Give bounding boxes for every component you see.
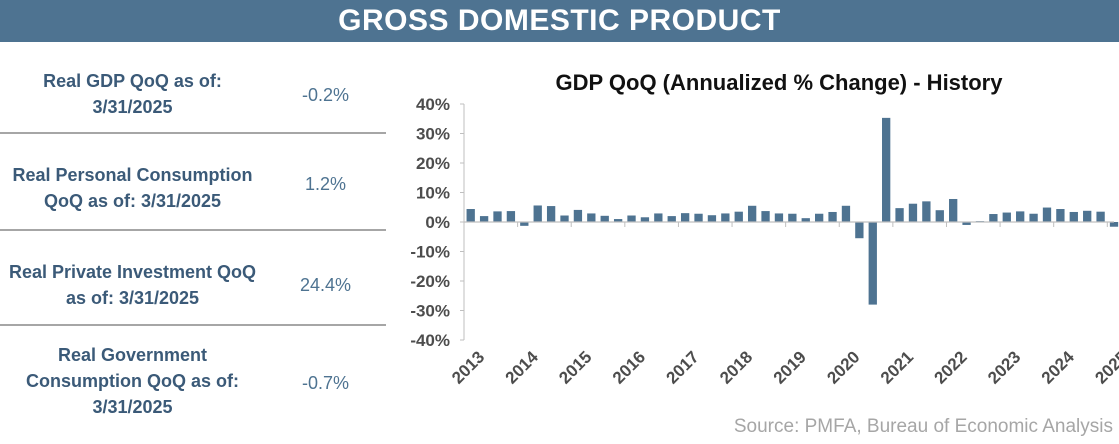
bar-2023-q3: [1029, 213, 1038, 222]
bar-2023-q4: [1042, 207, 1052, 222]
bar-2016-q2: [640, 217, 650, 222]
bar-2022-q2: [962, 222, 971, 225]
bar-2014-q2: [533, 205, 542, 222]
bar-2013-q2: [479, 216, 489, 222]
y-tick-label: 0%: [425, 213, 450, 232]
bar-2024-q1: [1056, 209, 1065, 222]
bar-2019-q1: [788, 213, 797, 222]
y-tick-label: -20%: [410, 272, 450, 291]
bar-2020-q2: [855, 222, 864, 239]
bar-2019-q2: [801, 218, 810, 222]
bar-2021-q4: [935, 210, 944, 222]
bar-2018-q1: [734, 211, 743, 222]
page-banner: GROSS DOMESTIC PRODUCT: [0, 0, 1119, 42]
chart-title: GDP QoQ (Annualized % Change) - History: [556, 70, 1004, 95]
bar-2023-q2: [1016, 211, 1025, 222]
bar-2025-q1: [1109, 222, 1119, 227]
metric-label: Real Personal Consumption QoQ as of: 3/3…: [12, 165, 253, 211]
x-tick-label: 2015: [555, 347, 595, 387]
metric-value: 1.2%: [304, 174, 347, 194]
metric-value: -0.2%: [301, 85, 350, 105]
bar-2020-q4: [882, 117, 891, 222]
bar-2015-q4: [613, 219, 623, 222]
bar-2014-q1: [520, 222, 529, 226]
y-tick-label: 10%: [416, 184, 450, 203]
bar-2013-q4: [506, 211, 516, 222]
bar-2024-q2: [1069, 211, 1078, 222]
y-tick-label: 20%: [416, 154, 450, 173]
bar-2019-q3: [815, 213, 824, 222]
x-tick-label: 2014: [502, 347, 543, 388]
metric-real-private-investment: Real Private Investment QoQ as of: 3/31/…: [0, 231, 386, 326]
bar-2018-q2: [747, 205, 757, 222]
bar-2017-q3: [707, 215, 717, 222]
bar-2016-q3: [654, 213, 663, 222]
bar-2021-q2: [908, 203, 918, 222]
metric-label: Real GDP QoQ as of: 3/31/2025: [43, 71, 222, 117]
x-tick-label: 2013: [448, 347, 488, 387]
y-tick-label: 40%: [416, 95, 450, 114]
metric-label: Real Private Investment QoQ as of: 3/31/…: [8, 262, 257, 308]
x-tick-label: 2022: [931, 347, 971, 387]
y-tick-label: -40%: [410, 331, 450, 350]
bar-2014-q3: [546, 206, 556, 222]
bar-2014-q4: [560, 215, 569, 222]
x-tick-label: 2021: [877, 347, 917, 387]
bar-2024-q3: [1083, 210, 1092, 222]
bar-2015-q3: [600, 215, 609, 222]
source-note: Source: PMFA, Bureau of Economic Analysi…: [733, 416, 1113, 437]
x-tick-label: 2019: [770, 347, 810, 387]
x-tick-label: 2024: [1038, 347, 1079, 388]
bar-2021-q3: [922, 201, 931, 222]
metric-real-government-consumption: Real Government Consumption QoQ as of: 3…: [0, 326, 386, 442]
y-tick-label: -10%: [410, 243, 450, 262]
bar-2016-q4: [667, 216, 676, 222]
bar-2013-q3: [493, 211, 502, 222]
y-tick-label: -30%: [410, 302, 450, 321]
bar-2017-q1: [680, 213, 690, 222]
x-axis: 2013 2014 2015 2016 2017 2018 2019 2020 2021 2022…: [448, 221, 1119, 388]
x-tick-label: 2025: [1091, 347, 1119, 387]
bar-2022-q4: [989, 214, 998, 222]
gdp-history-chart: GDP QoQ (Annualized % Change) - History …: [410, 70, 1119, 388]
metric-real-gdp: Real GDP QoQ as of: 3/31/2025 -0.2%: [0, 42, 386, 134]
y-axis: 40% 30% 20% 10% 0% -10% -20% -30% -40%: [410, 95, 465, 350]
bar-2015-q2: [587, 213, 596, 222]
x-tick-label: 2020: [823, 347, 863, 387]
bar-2013-q1: [466, 209, 475, 222]
bar-2020-q1: [841, 205, 851, 222]
x-tick-label: 2018: [716, 347, 756, 387]
bar-2020-q3: [868, 222, 877, 305]
metric-label: Real Government Consumption QoQ as of: 3…: [26, 345, 239, 417]
bar-2017-q2: [694, 213, 703, 222]
x-tick-label: 2016: [609, 347, 649, 387]
x-tick-label: 2017: [663, 347, 703, 387]
bar-2022-q1: [949, 198, 958, 222]
bar-2023-q1: [1002, 212, 1011, 222]
bar-series: [466, 117, 1119, 305]
x-tick-label: 2023: [984, 347, 1024, 387]
bar-2019-q4: [828, 211, 837, 222]
metric-value: -0.7%: [301, 373, 350, 393]
metric-real-personal-consumption: Real Personal Consumption QoQ as of: 3/3…: [0, 134, 386, 231]
bar-2024-q4: [1096, 211, 1105, 222]
bar-2021-q1: [895, 208, 904, 222]
bar-2018-q3: [761, 211, 770, 222]
bar-2018-q4: [774, 213, 784, 222]
bar-2016-q1: [627, 215, 636, 222]
bar-2017-q4: [721, 213, 730, 222]
y-tick-label: 30%: [416, 125, 450, 144]
metric-value: 24.4%: [299, 275, 352, 295]
bar-2015-q1: [573, 209, 583, 222]
